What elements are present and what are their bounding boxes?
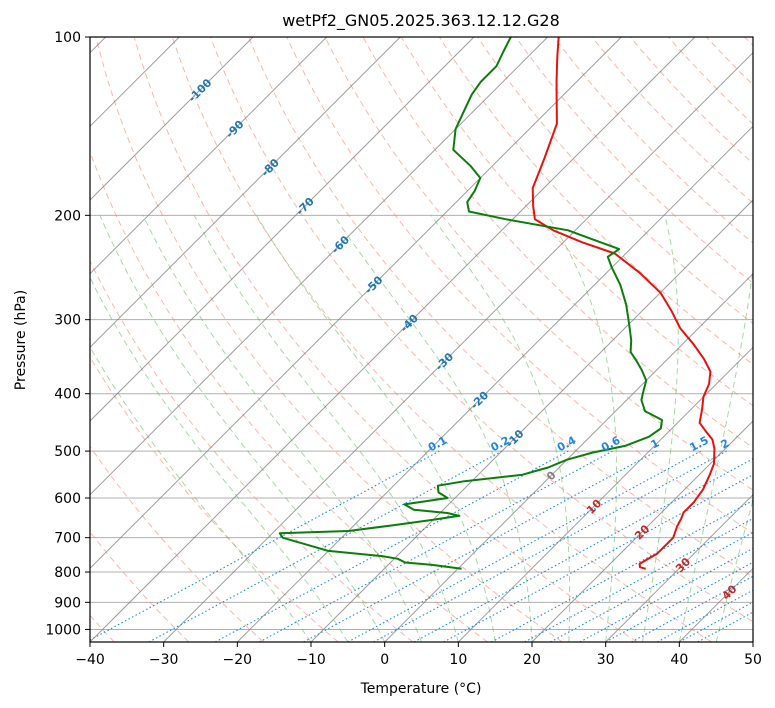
isotherm-line	[90, 37, 328, 275]
isotherm-line	[90, 37, 549, 496]
y-axis-ticks: 100 200 300 400 500 600 700 800 900 1000	[45, 30, 90, 638]
y-tick-label: 300	[54, 313, 81, 329]
isotherm-line	[531, 420, 753, 642]
moist-adiabats	[90, 215, 753, 642]
y-tick-label: 800	[54, 565, 81, 581]
dry-adiabat-line	[90, 259, 414, 642]
moist-adiabat-line	[678, 265, 753, 642]
isotherm-line	[90, 37, 401, 349]
dry-adiabat-line	[133, 37, 638, 642]
dry-adiabat-line	[248, 37, 753, 578]
chart-title: wetPf2_GN05.2025.363.12.12.G28	[282, 11, 560, 31]
mixing-ratio-line	[524, 517, 753, 642]
x-tick-label: −20	[223, 652, 253, 668]
moist-adiabat-line	[642, 215, 679, 642]
y-tick-label: 500	[54, 444, 81, 460]
moist-adiabat-line	[142, 215, 422, 642]
mixing-ratio-line	[303, 450, 657, 642]
mixing-ratio-line	[214, 450, 569, 642]
dry-adiabat-line	[286, 37, 753, 534]
x-tick-label: −10	[296, 652, 326, 668]
mixing-ratio-line	[148, 450, 503, 642]
moist-adiabat-line	[333, 215, 533, 642]
dry-adiabat-line	[95, 37, 563, 642]
isotherm-line	[163, 51, 753, 642]
dewpoint-profile-line	[278, 37, 663, 570]
x-tick-label: 0	[380, 652, 389, 668]
mixing-ratio-line	[347, 450, 702, 642]
mixing-ratio-line	[413, 458, 753, 642]
isotherm-line	[236, 125, 753, 642]
dry-adiabat-line	[171, 37, 712, 642]
dry-adiabats	[90, 37, 753, 642]
isotherm-gridlines	[90, 37, 753, 642]
y-tick-label: 600	[54, 491, 81, 507]
x-axis-title: Temperature (°C)	[360, 681, 482, 697]
dry-adiabat-line	[90, 356, 339, 642]
x-tick-label: 30	[597, 652, 615, 668]
temperature-profile-line	[531, 37, 716, 570]
y-tick-label: 900	[54, 595, 81, 611]
plot-area: 0.10.20.40.611.52346810131620253036-100-…	[90, 37, 753, 642]
moist-adiabat-line	[430, 215, 571, 642]
x-tick-label: 40	[670, 652, 688, 668]
mixing-ratio-line	[90, 450, 440, 641]
isotherm-line	[90, 37, 696, 642]
x-tick-label: −30	[149, 652, 179, 668]
dry-adiabat-line	[324, 37, 753, 491]
plot-frame	[89, 36, 754, 643]
moist-adiabat-line	[90, 276, 349, 642]
dry-adiabat-line	[515, 37, 753, 284]
x-tick-label: 10	[449, 652, 467, 668]
mixing-ratio-lines	[90, 450, 753, 642]
isotherm-line	[90, 37, 622, 570]
isotherm-line	[90, 37, 475, 422]
mixing-ratio-line	[373, 450, 727, 642]
y-tick-label: 700	[54, 531, 81, 547]
mixing-ratio-line	[491, 499, 753, 642]
x-tick-label: 50	[744, 652, 762, 668]
x-tick-label: −40	[75, 652, 105, 668]
isotherm-line	[457, 346, 753, 642]
y-axis-title: Pressure (hPa)	[13, 290, 29, 390]
isotherm-line	[310, 199, 753, 642]
y-tick-label: 400	[54, 387, 81, 403]
moist-adiabat-line	[99, 215, 386, 642]
x-tick-label: 20	[523, 652, 541, 668]
isotherm-line	[384, 272, 753, 642]
mixing-ratio-line	[443, 474, 753, 642]
dry-adiabat-line	[210, 37, 753, 623]
sounding-series	[278, 37, 716, 570]
dry-adiabat-line	[90, 445, 264, 642]
moist-adiabat-line	[193, 215, 459, 642]
x-axis-ticks: −40 −30 −20 −10 0 10 20 30 40 50	[75, 642, 762, 668]
isotherm-line	[90, 37, 254, 201]
mixing-ratio-line	[259, 450, 613, 642]
moist-adiabat-line	[547, 215, 617, 642]
y-tick-label: 100	[54, 30, 81, 46]
y-tick-label: 200	[54, 208, 81, 224]
y-tick-label: 1000	[45, 622, 81, 638]
moist-adiabat-line	[90, 345, 312, 642]
mixing-ratio-line	[550, 531, 753, 642]
isotherm-line	[605, 493, 753, 642]
